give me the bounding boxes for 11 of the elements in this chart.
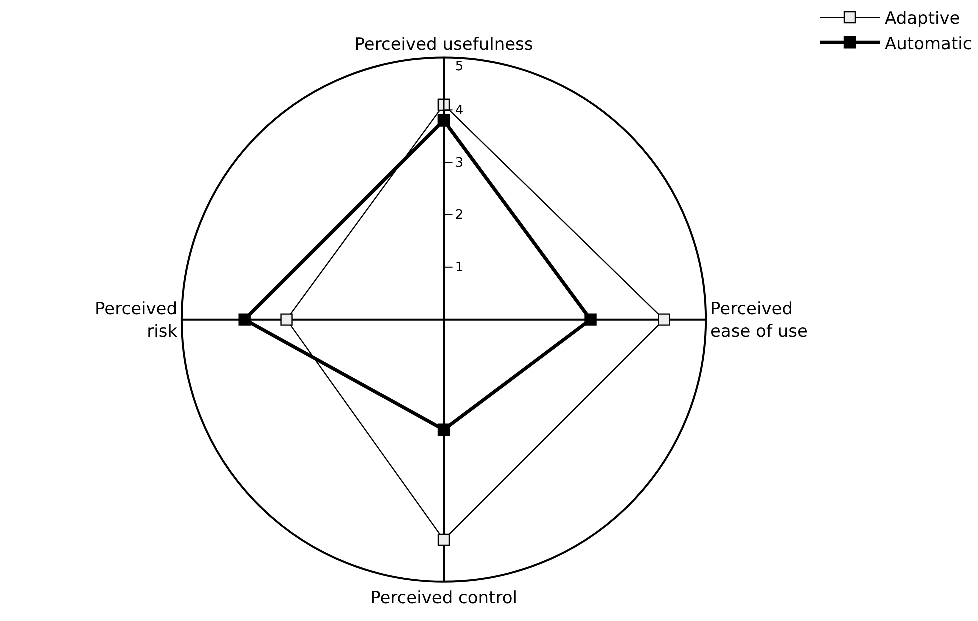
spoke-label: Perceived ease of use — [710, 300, 808, 342]
spoke-label: Perceived control — [370, 588, 518, 608]
spoke-label: Perceived risk — [94, 300, 178, 342]
legend-label: Adaptive — [885, 9, 960, 30]
y-tick-label: 4 — [455, 103, 464, 118]
legend-label: Automatic — [885, 34, 972, 54]
y-tick-label: 5 — [455, 59, 464, 74]
y-tick-label: 1 — [455, 260, 464, 276]
spoke-label: Perceived usefulness — [354, 34, 534, 55]
y-tick-label: 3 — [455, 156, 464, 171]
y-tick-label: 2 — [455, 208, 464, 224]
